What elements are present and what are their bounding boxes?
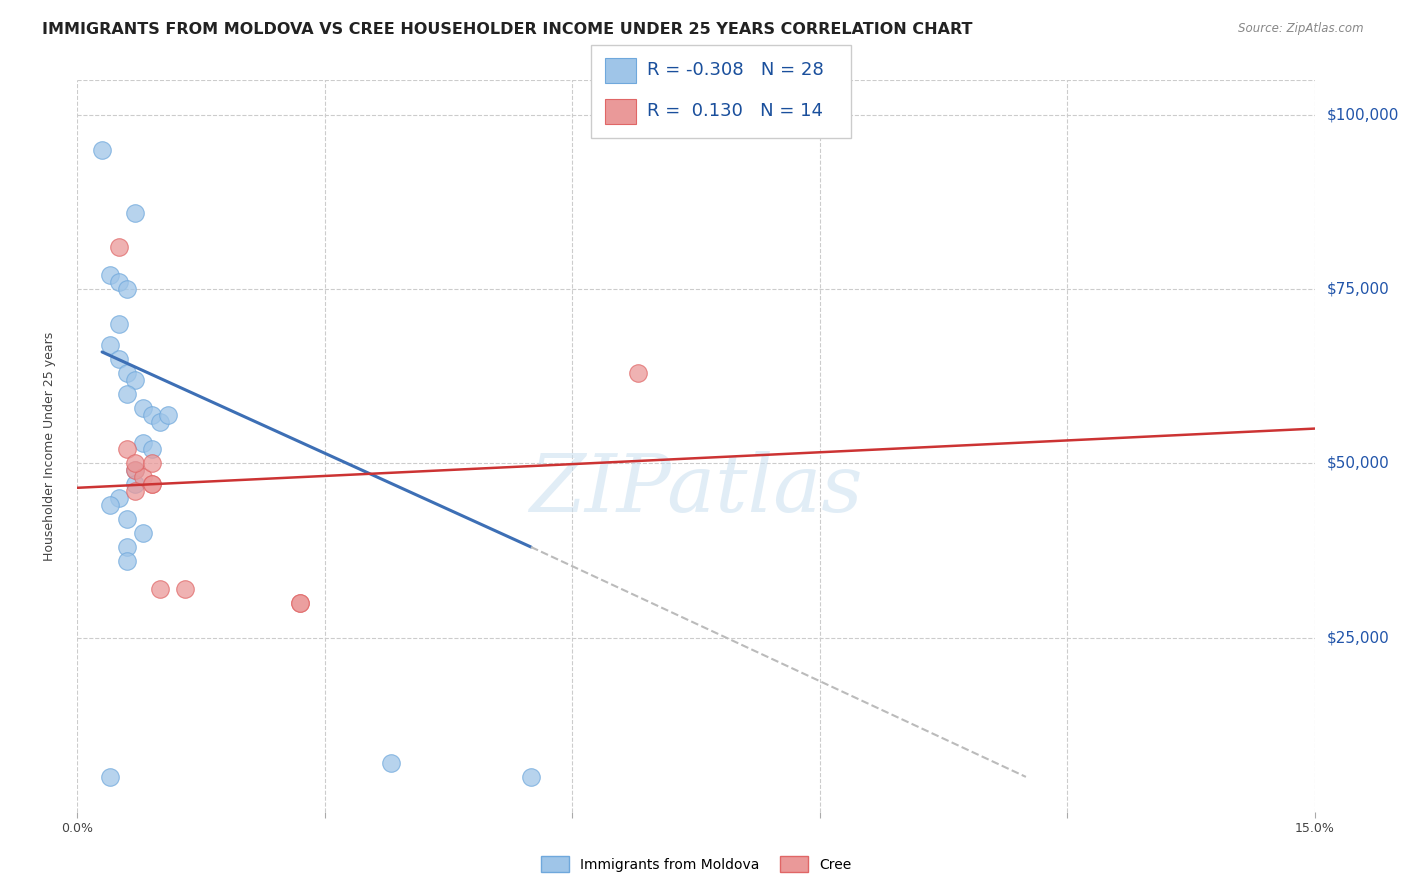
Point [627,366,650,380]
Text: $75,000: $75,000 [1327,282,1389,297]
Point [115,282,138,296]
Point [124,484,146,499]
Point [132,435,155,450]
Text: R =  0.130   N = 14: R = 0.130 N = 14 [647,103,823,120]
Point [124,457,146,471]
Point [132,470,155,484]
Point [124,205,146,219]
Text: $100,000: $100,000 [1327,108,1399,122]
Point [520,770,543,784]
Point [91,143,114,157]
Point [115,386,138,401]
Point [124,373,146,387]
Text: Source: ZipAtlas.com: Source: ZipAtlas.com [1239,22,1364,36]
Point [141,477,163,491]
Point [157,408,180,422]
Point [107,491,129,506]
Point [115,366,138,380]
Point [107,351,129,366]
Text: IMMIGRANTS FROM MOLDOVA VS CREE HOUSEHOLDER INCOME UNDER 25 YEARS CORRELATION CH: IMMIGRANTS FROM MOLDOVA VS CREE HOUSEHOL… [42,22,973,37]
Point [124,463,146,477]
Text: $25,000: $25,000 [1327,630,1389,645]
Text: ZIPatlas: ZIPatlas [529,451,863,529]
Point [141,408,163,422]
Point [115,554,138,568]
Point [115,512,138,526]
Point [132,401,155,415]
Point [288,596,311,610]
Point [124,477,146,491]
Point [132,526,155,541]
Point [98,498,121,512]
Point [149,415,172,429]
Point [98,338,121,352]
Point [107,317,129,331]
Point [141,477,163,491]
Point [380,756,402,770]
Point [98,770,121,784]
Point [115,442,138,457]
Point [98,268,121,283]
Legend: Immigrants from Moldova, Cree: Immigrants from Moldova, Cree [536,851,856,878]
Y-axis label: Householder Income Under 25 years: Householder Income Under 25 years [44,331,56,561]
Text: $50,000: $50,000 [1327,456,1389,471]
Text: R = -0.308   N = 28: R = -0.308 N = 28 [647,62,824,79]
Point [173,582,195,596]
Point [141,457,163,471]
Point [141,442,163,457]
Point [107,275,129,289]
Point [288,596,311,610]
Point [107,240,129,254]
Point [149,582,172,596]
Point [124,463,146,477]
Point [115,540,138,554]
